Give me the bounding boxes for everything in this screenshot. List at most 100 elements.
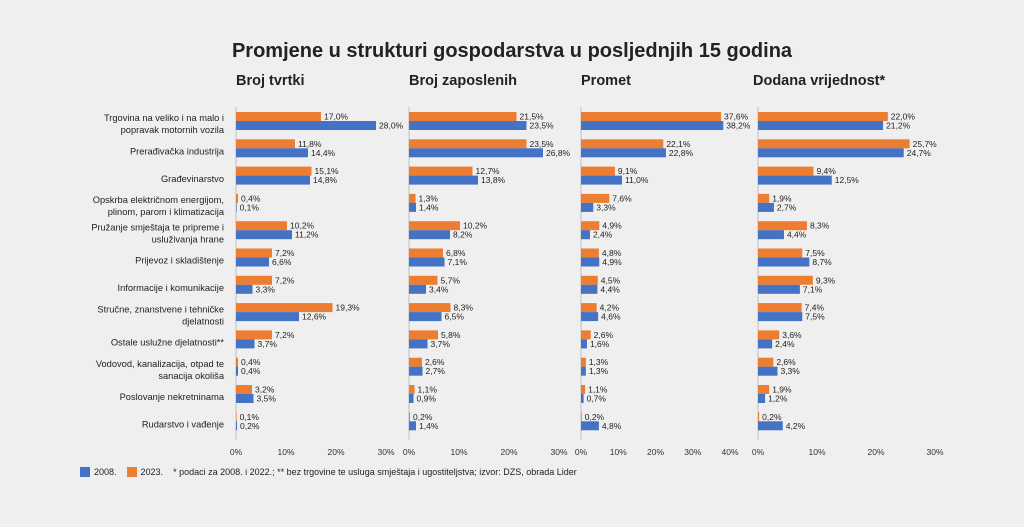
bar-promet-2023-10 xyxy=(581,357,586,367)
bar-broj-zaposlenih-2023-7 xyxy=(409,275,438,285)
data-label-dodana-vrijednost-2008-4: 2,7% xyxy=(777,202,797,212)
bar-broj-tvrtki-2008-9 xyxy=(236,339,255,349)
bar-broj-zaposlenih-2023-9 xyxy=(409,330,438,340)
bar-dodana-vrijednost-2008-11 xyxy=(758,394,766,403)
legend-footnote: * podaci za 2008. i 2022.; ** bez trgovi… xyxy=(173,467,577,477)
data-label-broj-zaposlenih-2023-6: 6,8% xyxy=(446,248,466,258)
data-label-broj-tvrtki-2023-1: 17,0% xyxy=(324,112,349,122)
data-label-promet-2023-12: 0,2% xyxy=(585,412,605,422)
bar-broj-tvrtki-2023-5 xyxy=(236,221,287,231)
tick-label-promet-4: 30% xyxy=(684,447,701,457)
bar-dodana-vrijednost-2008-7 xyxy=(758,284,800,294)
data-label-broj-zaposlenih-2008-9: 3,7% xyxy=(431,339,451,349)
data-label-dodana-vrijednost-2023-5: 8,3% xyxy=(810,221,830,231)
bar-promet-2008-12 xyxy=(581,421,599,431)
bar-broj-tvrtki-2023-3 xyxy=(236,166,312,176)
tick-label-promet-3: 20% xyxy=(647,447,664,457)
data-label-promet-2008-1: 38,2% xyxy=(726,121,751,131)
category-label-10-line-2: sanacija okoliša xyxy=(158,371,224,381)
data-label-broj-tvrtki-2008-5: 11,2% xyxy=(295,230,319,240)
panel-title-dodana-vrijednost: Dodana vrijednost* xyxy=(753,73,886,89)
data-label-broj-zaposlenih-2008-1: 23,5% xyxy=(530,121,555,131)
bar-broj-tvrtki-2023-8 xyxy=(236,303,333,313)
data-label-broj-tvrtki-2023-11: 3,2% xyxy=(255,385,275,395)
data-label-broj-tvrtki-2008-6: 6,6% xyxy=(272,257,292,267)
data-label-dodana-vrijednost-2008-8: 7,5% xyxy=(805,312,825,322)
bar-broj-tvrtki-2023-4 xyxy=(236,193,238,203)
data-label-broj-zaposlenih-2023-5: 10,2% xyxy=(463,221,488,231)
category-label-11: Poslovanje nekretninama xyxy=(120,392,225,402)
data-label-dodana-vrijednost-2008-3: 12,5% xyxy=(835,175,860,185)
tick-label-promet-5: 40% xyxy=(721,447,738,457)
data-label-promet-2008-4: 3,3% xyxy=(596,202,616,212)
data-label-dodana-vrijednost-2023-12: 0,2% xyxy=(762,412,782,422)
bar-broj-tvrtki-2023-2 xyxy=(236,139,295,149)
bar-dodana-vrijednost-2023-7 xyxy=(758,275,813,285)
bar-broj-tvrtki-2008-10 xyxy=(236,366,238,376)
bar-promet-2008-6 xyxy=(581,257,600,267)
data-label-broj-tvrtki-2023-9: 7,2% xyxy=(275,330,295,340)
bar-broj-tvrtki-2008-1 xyxy=(236,121,376,130)
data-label-broj-tvrtki-2023-8: 19,3% xyxy=(336,303,361,313)
data-label-broj-zaposlenih-2008-7: 3,4% xyxy=(429,284,449,294)
data-label-promet-2008-5: 2,4% xyxy=(593,230,613,240)
data-label-dodana-vrijednost-2008-1: 21,2% xyxy=(886,121,911,131)
bar-dodana-vrijednost-2023-10 xyxy=(758,357,774,367)
data-label-dodana-vrijednost-2023-9: 3,6% xyxy=(782,330,802,340)
tick-label-broj-tvrtki-3: 20% xyxy=(327,447,344,457)
data-label-promet-2008-12: 4,8% xyxy=(602,421,622,431)
data-label-broj-tvrtki-2023-2: 11,8% xyxy=(298,139,322,149)
tick-label-broj-zaposlenih-1: 0% xyxy=(403,447,416,457)
bar-dodana-vrijednost-2008-4 xyxy=(758,202,774,212)
data-label-dodana-vrijednost-2023-6: 7,5% xyxy=(805,248,825,258)
data-label-dodana-vrijednost-2023-11: 1,9% xyxy=(772,385,792,395)
data-label-broj-zaposlenih-2023-4: 1,3% xyxy=(419,193,439,203)
bar-dodana-vrijednost-2023-5 xyxy=(758,221,807,231)
bar-dodana-vrijednost-2023-4 xyxy=(758,193,770,203)
data-label-broj-tvrtki-2008-2: 14,4% xyxy=(311,148,336,158)
chart-title: Promjene u strukturi gospodarstva u posl… xyxy=(231,40,793,62)
category-label-5-line-2: usluživanja hrane xyxy=(152,234,224,244)
bar-promet-2008-8 xyxy=(581,312,599,322)
data-label-promet-2008-11: 0,7% xyxy=(587,394,607,404)
bar-promet-2023-2 xyxy=(581,139,664,149)
data-label-promet-2023-9: 2,6% xyxy=(594,330,614,340)
bar-broj-tvrtki-2008-5 xyxy=(236,230,292,240)
bar-broj-zaposlenih-2008-11 xyxy=(409,394,414,403)
data-label-broj-zaposlenih-2008-11: 0,9% xyxy=(417,394,437,404)
data-label-dodana-vrijednost-2023-2: 25,7% xyxy=(913,139,938,149)
bar-broj-zaposlenih-2023-1 xyxy=(409,112,517,121)
bar-broj-zaposlenih-2023-12 xyxy=(409,412,410,422)
bar-dodana-vrijednost-2023-11 xyxy=(758,385,770,394)
data-label-broj-zaposlenih-2008-3: 13,8% xyxy=(481,175,506,185)
bar-dodana-vrijednost-2008-3 xyxy=(758,175,832,185)
tick-label-promet-1: 0% xyxy=(575,447,588,457)
bar-broj-zaposlenih-2008-9 xyxy=(409,339,428,349)
bar-promet-2008-7 xyxy=(581,284,598,294)
bar-broj-tvrtki-2023-10 xyxy=(236,357,238,367)
category-label-3: Građevinarstvo xyxy=(161,174,224,184)
data-label-broj-zaposlenih-2023-8: 8,3% xyxy=(454,303,474,313)
bar-broj-zaposlenih-2023-5 xyxy=(409,221,460,231)
data-label-promet-2023-3: 9,1% xyxy=(618,166,638,176)
data-label-broj-zaposlenih-2023-7: 5,7% xyxy=(441,275,461,285)
data-label-broj-tvrtki-2008-11: 3,5% xyxy=(257,394,277,404)
data-label-broj-tvrtki-2023-5: 10,2% xyxy=(290,221,315,231)
bar-promet-2023-5 xyxy=(581,221,600,231)
bar-promet-2008-4 xyxy=(581,202,594,212)
bar-dodana-vrijednost-2023-6 xyxy=(758,248,803,258)
panel-title-promet: Promet xyxy=(581,73,631,89)
data-label-promet-2023-10: 1,3% xyxy=(589,357,609,367)
data-label-broj-zaposlenih-2008-8: 6,5% xyxy=(445,312,465,322)
bar-dodana-vrijednost-2023-1 xyxy=(758,112,888,121)
data-label-broj-zaposlenih-2008-2: 26,8% xyxy=(546,148,571,158)
data-label-broj-tvrtki-2008-4: 0,1% xyxy=(240,202,260,212)
bar-broj-zaposlenih-2008-4 xyxy=(409,202,416,212)
bar-dodana-vrijednost-2008-6 xyxy=(758,257,810,267)
data-label-promet-2023-11: 1,1% xyxy=(588,385,608,395)
data-label-broj-zaposlenih-2008-5: 8,2% xyxy=(453,230,473,240)
data-label-broj-tvrtki-2023-12: 0,1% xyxy=(240,412,260,422)
data-label-promet-2023-7: 4,5% xyxy=(601,275,621,285)
data-label-dodana-vrijednost-2023-1: 22,0% xyxy=(891,112,916,122)
data-label-promet-2023-5: 4,9% xyxy=(602,221,622,231)
